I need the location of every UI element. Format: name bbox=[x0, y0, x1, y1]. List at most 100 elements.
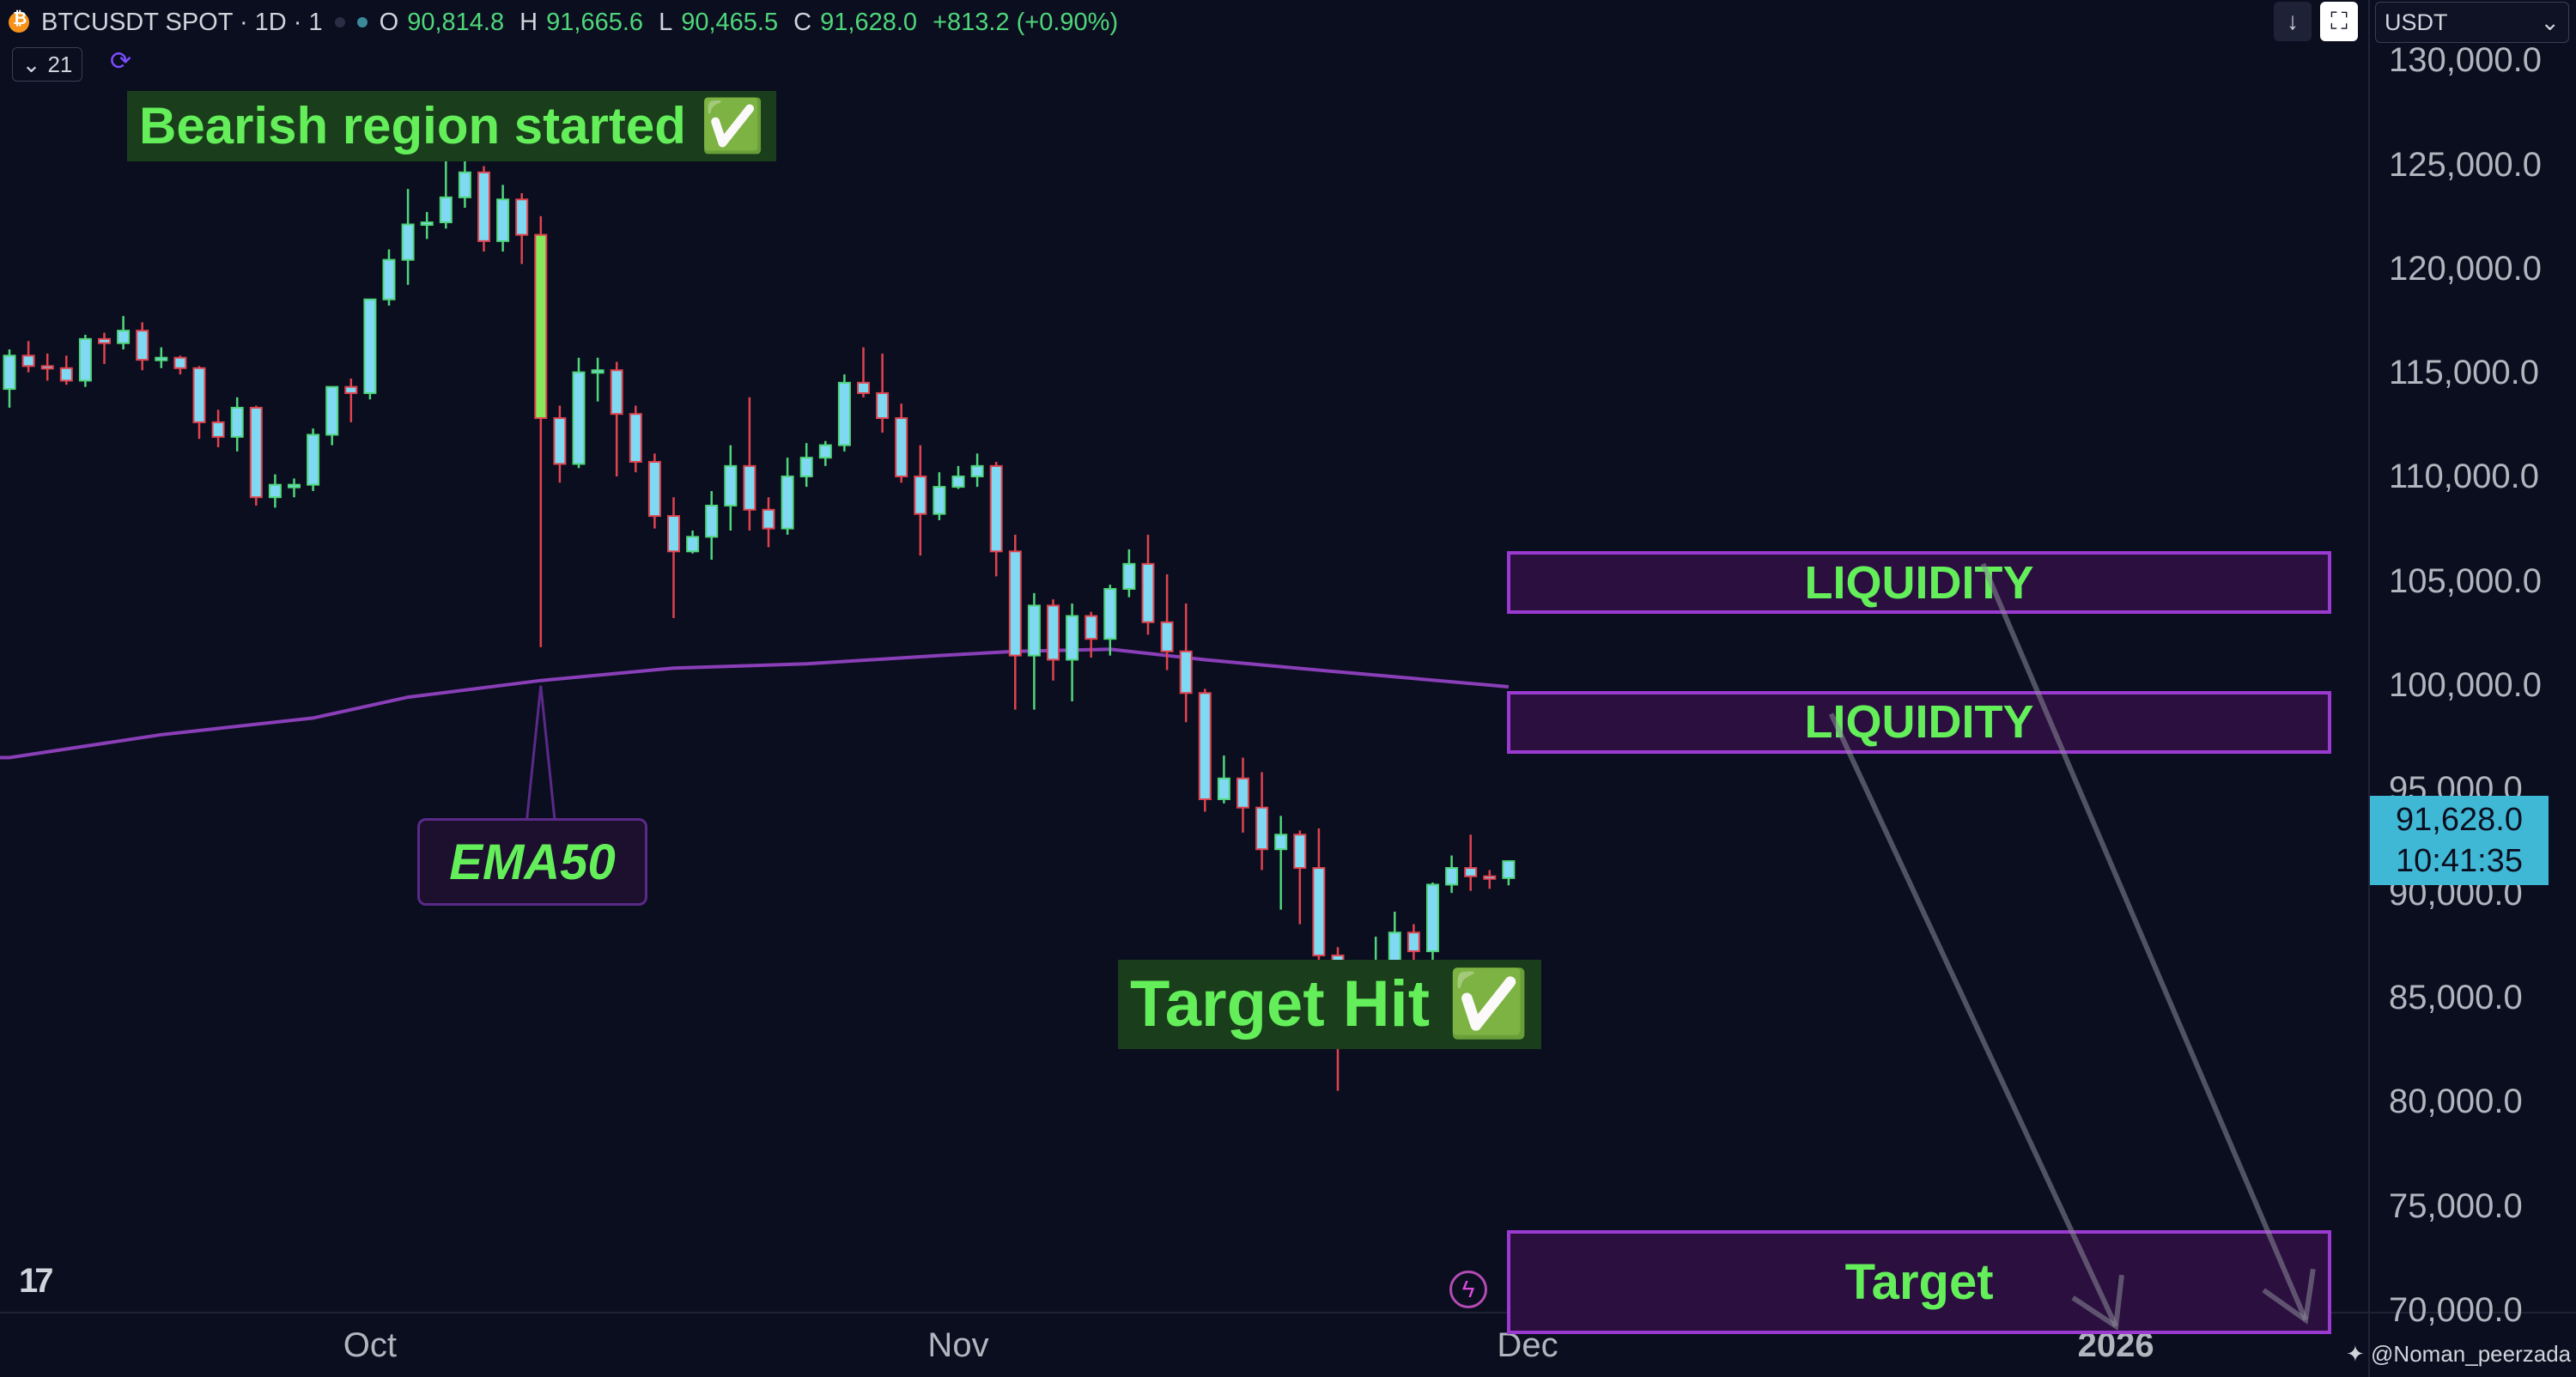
change-value: +813.2 (+0.90%) bbox=[933, 8, 1119, 36]
candle-body bbox=[1406, 931, 1420, 953]
candle-body bbox=[629, 413, 642, 463]
candle-body bbox=[1236, 777, 1249, 809]
candle-body bbox=[837, 381, 851, 446]
liquidity-zone-lower[interactable]: LIQUIDITY bbox=[1506, 690, 2332, 754]
candle-body bbox=[78, 337, 92, 382]
author-credit: ✦ @Noman_peerzada bbox=[2346, 1341, 2571, 1368]
candle-body bbox=[1027, 604, 1041, 657]
candle-body bbox=[1141, 562, 1155, 623]
time-tick-label: Oct bbox=[343, 1326, 398, 1364]
candle-body bbox=[914, 475, 927, 515]
candle-body bbox=[1502, 860, 1516, 879]
candle-body bbox=[420, 221, 434, 227]
candle-body bbox=[307, 434, 320, 486]
candle-body bbox=[515, 198, 529, 236]
candle-body bbox=[382, 258, 396, 300]
candle-body bbox=[496, 198, 510, 242]
candle-body bbox=[818, 444, 832, 459]
candle-body bbox=[268, 483, 282, 499]
price-axis-divider bbox=[2368, 0, 2370, 1377]
candle-body bbox=[1426, 883, 1439, 953]
price-tick-label: 110,000.0 bbox=[2389, 458, 2539, 496]
price-tick-label: 120,000.0 bbox=[2389, 249, 2542, 288]
time-tick-label: Nov bbox=[927, 1326, 989, 1364]
candle-body bbox=[325, 385, 339, 436]
candle-body bbox=[591, 369, 605, 374]
last-price-tag: 91,628.0 10:41:35 bbox=[2370, 796, 2549, 885]
ema50-line bbox=[0, 647, 1510, 760]
price-tick-label: 70,000.0 bbox=[2389, 1290, 2523, 1329]
sync-icon[interactable]: ⟳ bbox=[110, 47, 132, 76]
candle-body bbox=[173, 356, 187, 369]
candle-body bbox=[1274, 834, 1288, 851]
liquidity-zone-upper[interactable]: LIQUIDITY bbox=[1506, 551, 2332, 615]
candle-body bbox=[40, 365, 54, 370]
target-hit-annotation[interactable]: Target Hit ✅ bbox=[1118, 960, 1541, 1049]
candle-body bbox=[1103, 587, 1117, 640]
candle-body bbox=[1312, 867, 1326, 956]
price-tick-label: 105,000.0 bbox=[2389, 561, 2542, 600]
candle-body bbox=[98, 337, 111, 344]
chevron-down-icon: ⌄ bbox=[2540, 9, 2560, 35]
candle-body bbox=[230, 406, 244, 438]
high-label: H bbox=[519, 8, 538, 36]
candle-body bbox=[249, 406, 263, 499]
candle-body bbox=[1198, 692, 1212, 801]
target-zone[interactable]: Target bbox=[1506, 1230, 2332, 1335]
bitcoin-icon bbox=[9, 9, 29, 33]
ohlc-readout: O 90,814.8 H 91,665.6 L 90,465.5 C 91,628.0 … bbox=[380, 9, 1127, 37]
candle-body bbox=[1388, 931, 1401, 963]
candle-body bbox=[363, 298, 377, 394]
tradingview-logo-icon[interactable]: 17 bbox=[19, 1262, 53, 1300]
candle-body bbox=[667, 515, 680, 553]
candle-body bbox=[1464, 867, 1478, 877]
price-tick-label: 130,000.0 bbox=[2389, 41, 2542, 80]
candle-body bbox=[477, 171, 490, 242]
candle-body bbox=[288, 483, 301, 488]
candle-body bbox=[136, 330, 149, 361]
candle-body bbox=[876, 391, 890, 420]
candle-body bbox=[762, 508, 775, 530]
fullscreen-button[interactable]: ⛶ bbox=[2320, 2, 2358, 41]
currency-select[interactable]: USDT ⌄ bbox=[2375, 2, 2569, 43]
bearish-annotation[interactable]: Bearish region started ✅ bbox=[127, 91, 777, 161]
chevron-down-icon: ⌄ bbox=[21, 51, 41, 77]
candle-body bbox=[211, 421, 225, 438]
candle-body bbox=[1445, 867, 1459, 886]
price-tick-label: 80,000.0 bbox=[2389, 1083, 2523, 1121]
candle-body bbox=[117, 330, 131, 344]
currency-value: USDT bbox=[2385, 9, 2448, 35]
market-status-icon bbox=[356, 17, 368, 27]
candle-body bbox=[1160, 621, 1174, 652]
candle-body bbox=[155, 356, 168, 361]
lightning-icon[interactable]: ϟ bbox=[1449, 1271, 1487, 1308]
low-value: 90,465.5 bbox=[681, 8, 779, 36]
indicators-toggle[interactable]: ⌄ 21 bbox=[12, 47, 82, 82]
candle-body bbox=[1047, 604, 1060, 661]
candle-body bbox=[3, 355, 16, 391]
download-button[interactable]: ↓ bbox=[2274, 2, 2312, 41]
candle-body bbox=[724, 464, 738, 507]
candle-body bbox=[781, 475, 794, 530]
bar-countdown: 10:41:35 bbox=[2396, 843, 2523, 879]
ema50-callout[interactable]: EMA50 bbox=[417, 818, 647, 906]
low-label: L bbox=[659, 8, 673, 36]
candle-body bbox=[743, 464, 756, 511]
price-tick-label: 75,000.0 bbox=[2389, 1186, 2523, 1225]
candle-body bbox=[647, 460, 661, 518]
candle-body bbox=[610, 369, 623, 416]
fullscreen-icon: ⛶ bbox=[2330, 7, 2348, 34]
candle-body bbox=[970, 464, 984, 477]
candle-body bbox=[401, 223, 415, 261]
candle-body bbox=[989, 464, 1003, 553]
candle-body bbox=[1008, 550, 1022, 657]
symbol-header: BTCUSDT SPOT · 1D · 1 O 90,814.8 H 91,665.… bbox=[9, 5, 1127, 39]
open-value: 90,814.8 bbox=[407, 8, 505, 36]
candle-body bbox=[439, 196, 453, 224]
candle-body bbox=[572, 371, 586, 465]
symbol-title[interactable]: BTCUSDT SPOT · 1D · 1 bbox=[41, 8, 323, 36]
price-tick-label: 85,000.0 bbox=[2389, 978, 2523, 1016]
close-value: 91,628.0 bbox=[820, 8, 918, 36]
